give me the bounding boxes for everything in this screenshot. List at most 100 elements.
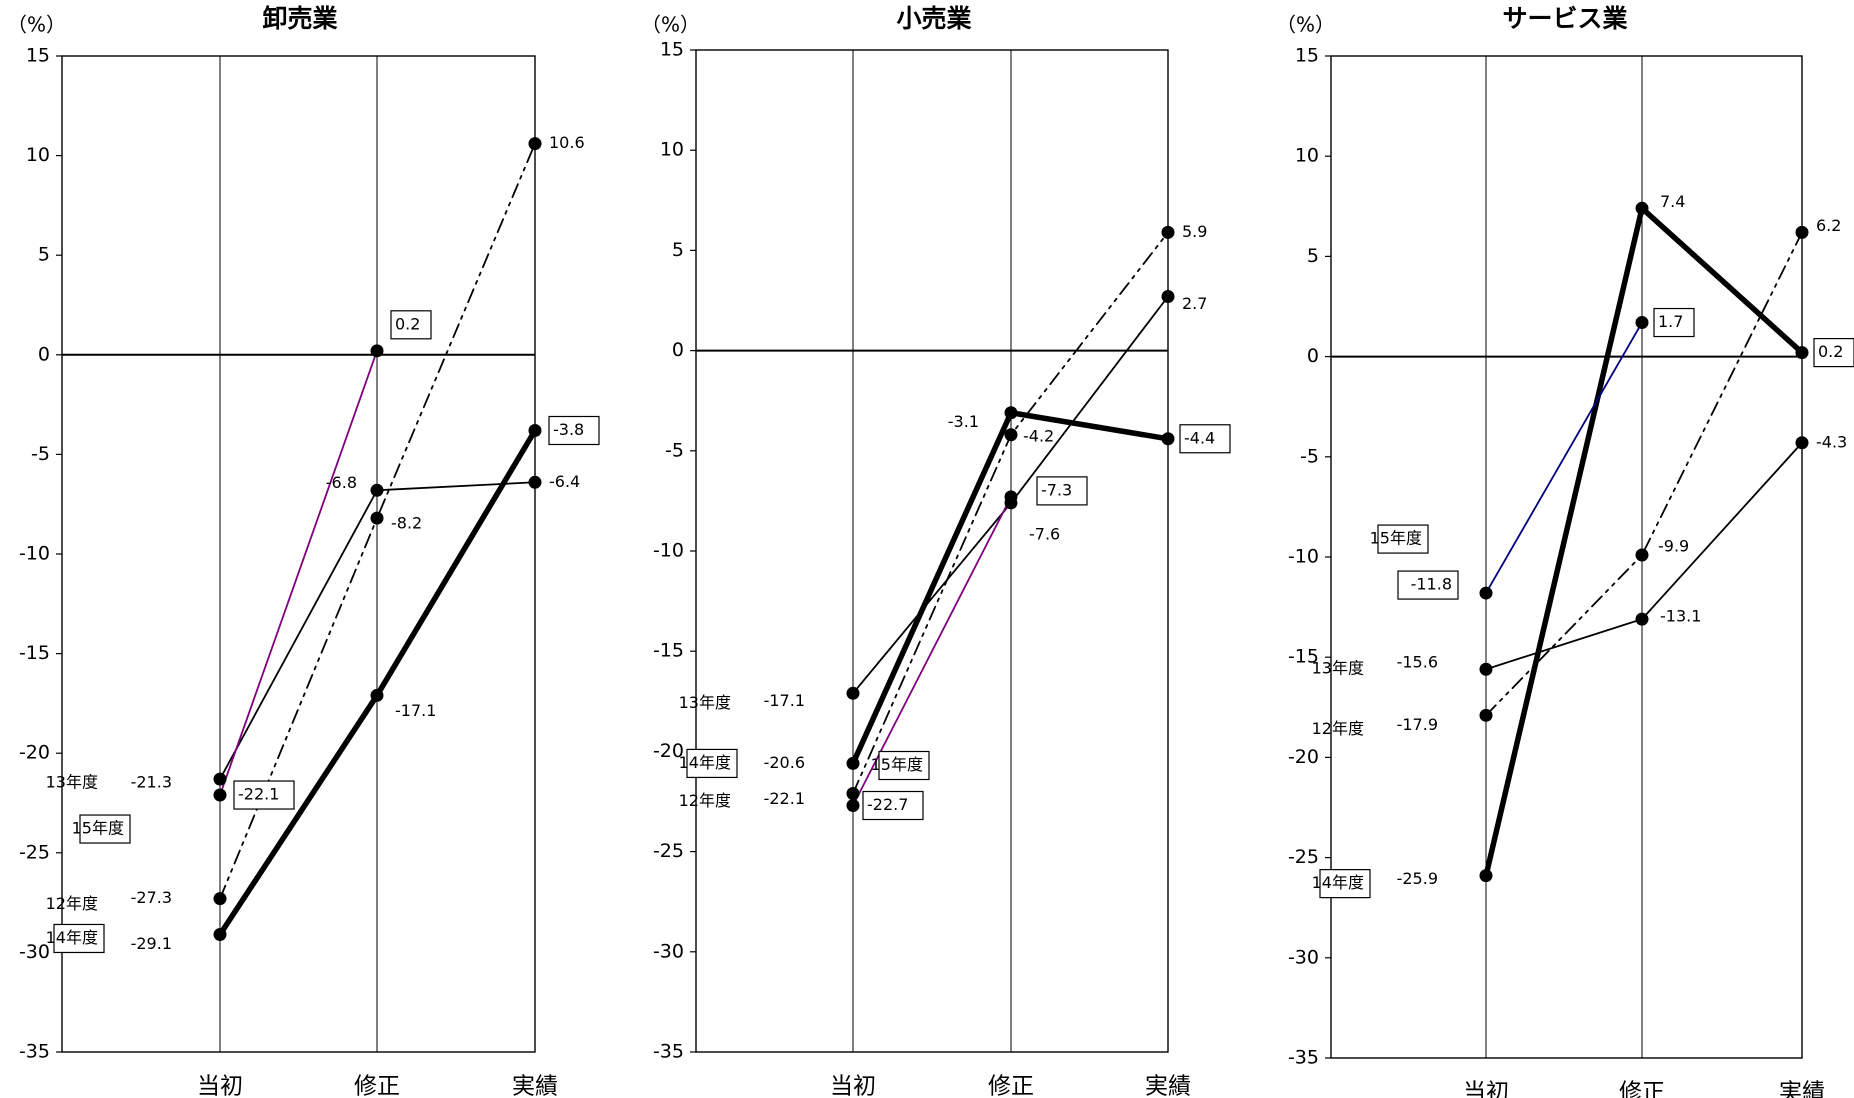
data-label: 0.2	[1818, 342, 1843, 361]
data-point	[846, 786, 860, 800]
y-tick-label: -10	[1288, 546, 1319, 568]
data-label: -21.3	[131, 773, 172, 792]
data-point	[1161, 432, 1175, 446]
data-point	[1635, 316, 1649, 330]
data-label-box	[1653, 307, 1695, 338]
data-label: -6.4	[549, 472, 580, 491]
data-label-box	[233, 780, 295, 810]
series-name-label: 14年度	[679, 753, 731, 772]
x-category-label: 修正	[1619, 1080, 1665, 1098]
data-point	[846, 756, 860, 770]
data-label: 10.6	[549, 133, 585, 152]
chart-panel-2: 15 10 5 0 -5 -10 -15 -20 -25 -30 -35 当初 修正 実績 小売業 （%） -2…	[641, 4, 1231, 1098]
data-label: -20.6	[764, 753, 805, 772]
y-tick-label: -10	[653, 540, 684, 562]
data-label: -25.9	[1397, 869, 1438, 888]
data-label: -22.1	[238, 785, 279, 804]
x-category-label: 当初	[197, 1074, 243, 1098]
y-tick-label: -35	[1288, 1047, 1319, 1069]
y-tick-label: -5	[31, 443, 50, 465]
data-label: 5.9	[1182, 222, 1207, 241]
data-label: 2.7	[1182, 294, 1207, 313]
data-label: -17.9	[1397, 715, 1438, 734]
series-line-15年度	[1485, 321, 1643, 594]
series-name-label: 13年度	[1312, 659, 1364, 678]
y-tick-label: -20	[1288, 746, 1319, 768]
chart-panel-1: 15 10 5 0 -5 -10 -15 -20 -25 -30 -35 当初 修正 実績 卸売業 （%） -2…	[7, 4, 600, 1098]
data-label: 7.4	[1660, 192, 1685, 211]
data-label-box	[390, 310, 432, 340]
data-point	[1004, 490, 1018, 504]
chart-title: 小売業	[896, 4, 971, 33]
series-name-label: 14年度	[46, 928, 98, 947]
series-name-label-box	[1377, 524, 1429, 554]
y-tick-label: 0	[672, 339, 684, 361]
y-tick-label: 5	[672, 239, 684, 261]
data-point	[213, 927, 227, 941]
data-point	[1795, 346, 1809, 360]
series-name-label: 13年度	[46, 773, 98, 792]
x-category-label: 実績	[1145, 1074, 1191, 1098]
data-label: -8.2	[391, 514, 422, 533]
data-label: -11.8	[1411, 575, 1452, 594]
data-point	[1635, 201, 1649, 215]
y-tick-label: -30	[1288, 946, 1319, 968]
data-point	[528, 137, 542, 151]
data-point	[370, 483, 384, 497]
y-tick-label: 10	[660, 139, 684, 161]
data-label: -22.7	[867, 795, 908, 814]
y-unit-label: （%）	[1276, 13, 1335, 37]
data-label: -17.1	[764, 691, 805, 710]
data-point	[1479, 662, 1493, 676]
plot-frame	[1330, 55, 1803, 1059]
series-name-label: 12年度	[679, 791, 731, 810]
y-tick-label: 5	[1307, 245, 1319, 267]
y-tick-label: -20	[19, 742, 50, 764]
y-tick-label: -35	[19, 1041, 50, 1063]
data-label: -3.8	[553, 420, 584, 439]
series-name-label: 15年度	[871, 755, 923, 774]
chart-title: 卸売業	[262, 4, 337, 33]
data-label: -29.1	[131, 934, 172, 953]
data-point	[1161, 289, 1175, 303]
data-label: -4.2	[1023, 426, 1054, 445]
plot-frame	[695, 49, 1169, 1053]
series-line-15年度	[219, 349, 378, 796]
data-point	[370, 688, 384, 702]
data-label-box	[1813, 337, 1854, 368]
data-label: -17.1	[395, 701, 436, 720]
series-name-label-box	[79, 814, 131, 844]
chart-title: サービス業	[1502, 4, 1627, 33]
series-name-label-box	[686, 748, 738, 779]
y-tick-label: 5	[38, 244, 50, 266]
series-line-14年度	[1483, 205, 1805, 879]
data-point	[370, 511, 384, 525]
y-tick-label: -10	[19, 543, 50, 565]
data-point	[1161, 225, 1175, 239]
series-name-label: 13年度	[679, 693, 731, 712]
data-label-box	[548, 415, 600, 446]
y-tick-label: 15	[26, 45, 50, 67]
data-point	[213, 772, 227, 786]
series-name-label-box	[53, 923, 105, 954]
data-label: -7.6	[1029, 524, 1060, 543]
y-tick-label: -15	[19, 642, 50, 664]
series-line-12年度	[1485, 231, 1803, 717]
data-point	[1004, 428, 1018, 442]
y-tick-label: 15	[1295, 45, 1319, 67]
y-tick-label: -25	[19, 841, 50, 863]
y-tick-label: -20	[653, 740, 684, 762]
data-point	[1635, 548, 1649, 562]
y-unit-label: （%）	[641, 13, 700, 37]
series-name-label-box	[1319, 869, 1371, 899]
y-tick-label: -25	[1288, 846, 1319, 868]
series-name-label: 12年度	[46, 894, 98, 913]
y-tick-label: -5	[665, 439, 684, 461]
data-label: -27.3	[131, 888, 172, 907]
series-name-label-box	[878, 750, 930, 781]
y-tick-label: -25	[653, 840, 684, 862]
x-category-label: 当初	[1463, 1080, 1509, 1098]
data-label: -7.3	[1041, 480, 1072, 499]
data-point	[213, 892, 227, 906]
y-tick-label: 0	[38, 343, 50, 365]
